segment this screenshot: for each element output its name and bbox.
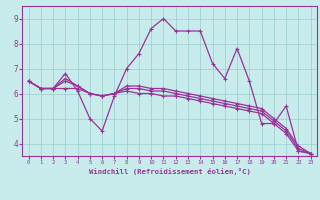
X-axis label: Windchill (Refroidissement éolien,°C): Windchill (Refroidissement éolien,°C) [89,168,251,175]
